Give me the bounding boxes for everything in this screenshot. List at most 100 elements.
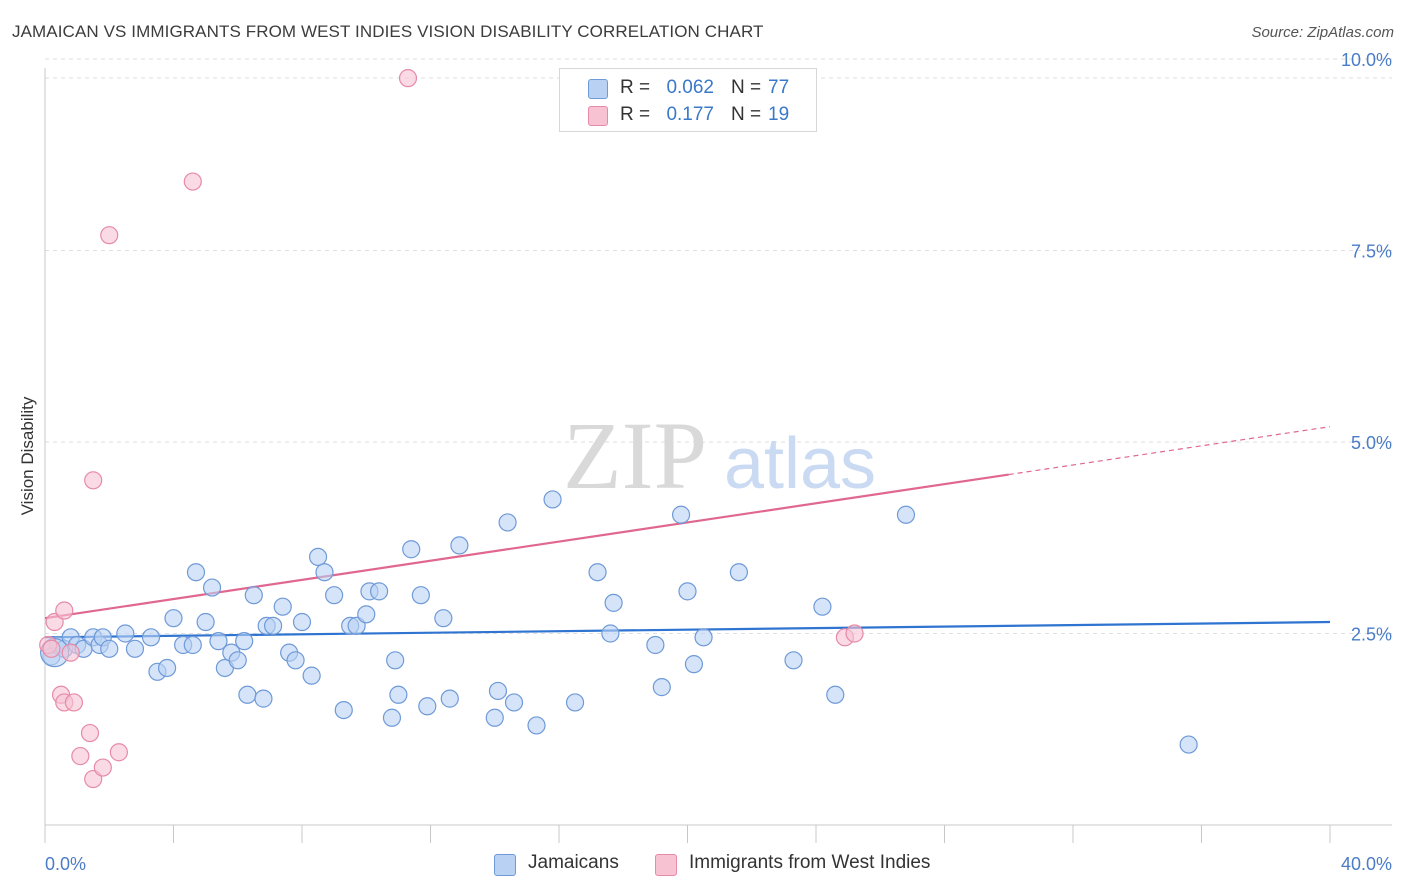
- jamaicans-point: [228, 651, 247, 670]
- jamaicans-point: [418, 697, 437, 716]
- jamaicans-point: [488, 681, 508, 701]
- jamaicans-point: [164, 609, 183, 628]
- blue-swatch: [588, 79, 608, 99]
- west-indies-point: [100, 226, 119, 245]
- jamaicans-point: [450, 536, 469, 555]
- jamaicans-point: [357, 605, 376, 624]
- jamaicans-point: [604, 593, 623, 612]
- jamaicans-point: [292, 612, 312, 632]
- jamaicans-point: [826, 685, 845, 704]
- jamaicans-point: [196, 612, 215, 632]
- pink-swatch: [655, 854, 677, 876]
- legend-n-label: N =: [731, 77, 762, 98]
- grid-lines: [45, 58, 1392, 634]
- jamaicans-point: [263, 616, 283, 635]
- jamaicans-point: [254, 689, 273, 708]
- jamaicans-point: [235, 632, 254, 651]
- jamaicans-point: [498, 513, 517, 532]
- y-tick-label: 7.5%: [1351, 242, 1392, 262]
- jamaicans-point: [100, 639, 119, 658]
- jamaicans-point: [671, 505, 691, 524]
- jamaicans-point: [116, 624, 135, 643]
- west-indies-point: [398, 69, 418, 88]
- y-tick-label: 10.0%: [1341, 50, 1392, 70]
- west-indies-trend-line: [44, 473, 1009, 620]
- legend-n-value: 77: [768, 77, 790, 98]
- data-points: [39, 69, 1198, 789]
- west-indies-point: [71, 746, 90, 766]
- jamaicans-point: [209, 632, 228, 651]
- legend-r-value: 0.177: [666, 104, 714, 125]
- watermark-zip: ZIP: [563, 402, 707, 509]
- legend-r-label: R =: [620, 104, 651, 125]
- jamaicans-point: [813, 597, 832, 616]
- watermark-atlas: atlas: [724, 424, 876, 504]
- jamaicans-point: [565, 693, 585, 712]
- legend-n-label: N =: [731, 104, 762, 125]
- source-label: Source: ZipAtlas.com: [1251, 24, 1394, 41]
- legend-label: Immigrants from West Indies: [689, 852, 931, 873]
- y-tick-label: 2.5%: [1351, 625, 1392, 645]
- jamaicans-point: [382, 708, 402, 727]
- jamaicans-point: [325, 586, 344, 605]
- west-indies-point: [80, 723, 100, 743]
- west-indies-point: [42, 639, 61, 658]
- jamaicans-point: [334, 700, 353, 720]
- west-indies-point: [61, 643, 80, 662]
- jamaicans-point: [411, 586, 430, 605]
- west-indies-point: [845, 624, 864, 643]
- jamaicans-point: [402, 540, 421, 559]
- pink-swatch: [588, 106, 608, 126]
- jamaicans-point: [244, 586, 263, 605]
- tick-labels: 2.5% 5.0% 7.5% 10.0% 0.0% 40.0%: [45, 50, 1392, 874]
- jamaicans-point: [543, 490, 562, 509]
- x-tick-label: 40.0%: [1341, 854, 1392, 874]
- west-indies-point: [109, 743, 128, 762]
- watermark: ZIP atlas: [563, 402, 876, 509]
- legend-r-label: R =: [620, 77, 651, 98]
- trend-lines: [44, 426, 1331, 639]
- jamaicans-point: [389, 685, 408, 704]
- x-tick-label: 0.0%: [45, 854, 86, 874]
- jamaicans-point: [302, 666, 321, 685]
- y-tick-label: 5.0%: [1351, 433, 1392, 453]
- legend-label: Jamaicans: [528, 852, 619, 873]
- jamaicans-point: [684, 655, 704, 674]
- west-indies-point: [183, 172, 202, 191]
- jamaicans-point: [694, 628, 713, 647]
- jamaicans-point: [646, 635, 665, 655]
- west-indies-point: [93, 758, 112, 777]
- jamaicans-point: [386, 651, 405, 670]
- blue-swatch: [494, 854, 516, 876]
- jamaicans-point: [504, 693, 524, 712]
- chart-title: JAMAICAN VS IMMIGRANTS FROM WEST INDIES …: [12, 22, 764, 41]
- west-indies-point: [64, 693, 84, 712]
- axes: [44, 68, 1392, 843]
- jamaicans-point: [440, 689, 459, 708]
- jamaicans-point: [729, 563, 749, 582]
- jamaicans-point: [1179, 735, 1198, 754]
- jamaicans-point: [485, 708, 504, 727]
- jamaicans-point: [125, 639, 145, 658]
- west-indies-point: [84, 471, 103, 490]
- jamaicans-point: [784, 651, 803, 670]
- jamaicans-point: [315, 563, 334, 582]
- jamaicans-point: [896, 505, 916, 524]
- jamaicans-point: [370, 582, 389, 601]
- jamaicans-point: [588, 563, 607, 582]
- jamaicans-point: [141, 628, 161, 647]
- jamaicans-point: [308, 547, 328, 567]
- jamaicans-point: [202, 578, 222, 597]
- jamaicans-point: [186, 563, 206, 582]
- jamaicans-point: [527, 716, 546, 735]
- jamaicans-trend-line: [44, 620, 1331, 639]
- jamaicans-point: [286, 651, 305, 670]
- jamaicans-point: [678, 582, 697, 601]
- legend-n-value: 19: [768, 104, 790, 125]
- west-indies-trend-extension: [1008, 426, 1331, 476]
- jamaicans-point: [434, 609, 453, 628]
- jamaicans-point: [601, 624, 620, 643]
- jamaicans-point: [183, 635, 202, 655]
- west-indies-point: [55, 601, 74, 620]
